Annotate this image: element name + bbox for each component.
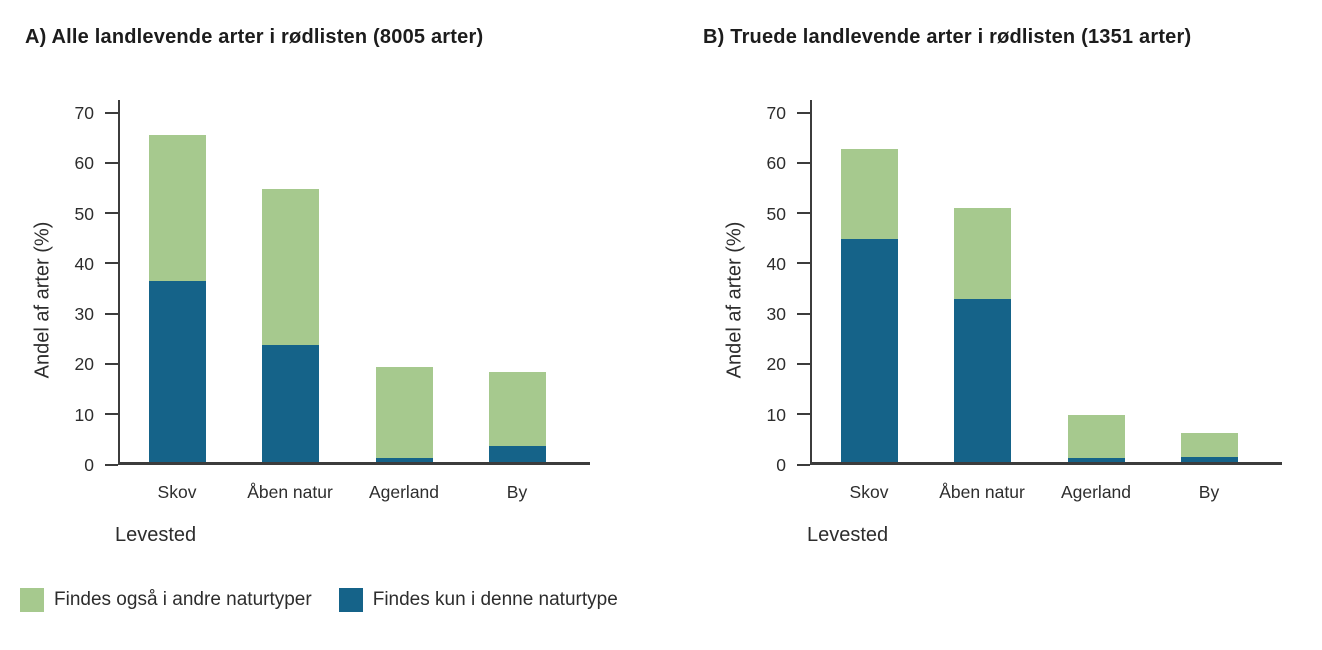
y-tick-mark xyxy=(105,312,118,315)
x-category-label: Åben natur xyxy=(247,482,333,502)
x-category-label: By xyxy=(1198,482,1220,502)
chart-b-x-axis-label: Levested xyxy=(807,524,889,546)
bar-segment-other-habitats xyxy=(148,135,206,281)
stacked-bar xyxy=(953,208,1011,462)
bar-segment-only-habitat xyxy=(1067,458,1125,462)
bar-segment-only-habitat xyxy=(488,445,546,462)
bar-segment-only-habitat xyxy=(261,344,319,462)
y-tick-label: 0 xyxy=(84,455,94,475)
bar-segment-other-habitats xyxy=(953,208,1011,299)
y-tick-label: 30 xyxy=(74,304,94,325)
x-category-label: By xyxy=(506,482,528,502)
y-tick-mark xyxy=(105,111,118,114)
y-tick-label: 50 xyxy=(766,203,786,224)
bar-segment-only-habitat xyxy=(1180,456,1238,462)
y-tick-mark xyxy=(797,413,810,416)
stacked-bar xyxy=(840,149,898,462)
stacked-bar xyxy=(148,135,206,462)
chart-a-y-axis-label: Andel af arter (%) xyxy=(31,221,54,379)
x-category-label: Agerland xyxy=(1060,482,1132,502)
y-tick-label: 20 xyxy=(766,354,786,375)
legend-label-blue: Findes kun i denne naturtype xyxy=(372,589,618,610)
chart-b-title: B) Truede landlevende arter i rødlisten … xyxy=(703,26,1192,48)
y-tick-mark xyxy=(105,212,118,215)
y-tick-label: 40 xyxy=(74,253,94,274)
bar-segment-only-habitat xyxy=(148,280,206,462)
y-tick-mark xyxy=(797,312,810,315)
x-category-label: Åben natur xyxy=(939,482,1025,502)
x-category-label: Skov xyxy=(849,482,889,502)
y-tick-label: 60 xyxy=(766,153,786,174)
green-swatch-icon xyxy=(20,588,44,612)
chart-panel-a: A) Alle landlevende arter i rødlisten (8… xyxy=(0,0,660,580)
y-tick-mark xyxy=(797,463,810,466)
chart-b-plot: 0 10 20 30 40 50 60 70 Skov Åben natur Agerland By xyxy=(767,100,1282,502)
y-tick-mark xyxy=(105,463,118,466)
y-tick-label: 40 xyxy=(766,253,786,274)
stacked-bar xyxy=(1067,414,1125,462)
chart-a-plot: 0 10 20 30 40 50 60 70 Skov Åben natur Agerland By xyxy=(75,100,590,502)
bar-segment-other-habitats xyxy=(1067,414,1125,459)
chart-panel-b: B) Truede landlevende arter i rødlisten … xyxy=(692,0,1322,580)
stacked-bar xyxy=(261,188,319,462)
stacked-bar xyxy=(488,372,546,462)
y-tick-label: 50 xyxy=(74,203,94,224)
chart-a-x-axis-label: Levested xyxy=(115,524,197,546)
y-tick-mark xyxy=(105,362,118,365)
y-tick-mark xyxy=(797,161,810,164)
bar-segment-other-habitats xyxy=(1180,432,1238,457)
chart-a-title: A) Alle landlevende arter i rødlisten (8… xyxy=(25,26,484,48)
y-tick-label: 70 xyxy=(74,103,94,123)
y-tick-label: 0 xyxy=(776,455,786,475)
bar-segment-only-habitat xyxy=(375,458,433,462)
legend-label-green: Findes også i andre naturtyper xyxy=(54,589,312,610)
bar-segment-only-habitat xyxy=(953,298,1011,462)
blue-swatch-icon xyxy=(338,588,363,612)
x-category-label: Agerland xyxy=(368,482,440,502)
y-tick-label: 30 xyxy=(766,304,786,325)
legend-item-green: Findes også i andre naturtyper xyxy=(20,588,312,612)
stacked-bar xyxy=(1180,432,1238,462)
y-tick-label: 10 xyxy=(74,404,94,425)
y-tick-label: 70 xyxy=(766,103,786,123)
y-tick-mark xyxy=(105,262,118,265)
y-tick-mark xyxy=(105,413,118,416)
y-tick-mark xyxy=(105,161,118,164)
chart-b-y-axis-label: Andel af arter (%) xyxy=(723,221,746,379)
legend: Findes også i andre naturtyper Findes ku… xyxy=(20,588,618,612)
bar-segment-other-habitats xyxy=(840,149,898,239)
bar-segment-other-habitats xyxy=(488,372,546,446)
y-tick-mark xyxy=(797,262,810,265)
y-tick-mark xyxy=(797,212,810,215)
bar-segment-other-habitats xyxy=(375,366,433,459)
legend-item-blue: Findes kun i denne naturtype xyxy=(338,588,618,612)
y-tick-label: 10 xyxy=(766,404,786,425)
y-tick-mark xyxy=(797,362,810,365)
x-category-label: Skov xyxy=(157,482,197,502)
y-tick-label: 60 xyxy=(74,153,94,174)
y-tick-label: 20 xyxy=(74,354,94,375)
y-tick-mark xyxy=(797,111,810,114)
stacked-bar xyxy=(375,366,433,462)
bar-segment-only-habitat xyxy=(840,238,898,462)
bar-segment-other-habitats xyxy=(261,188,319,345)
